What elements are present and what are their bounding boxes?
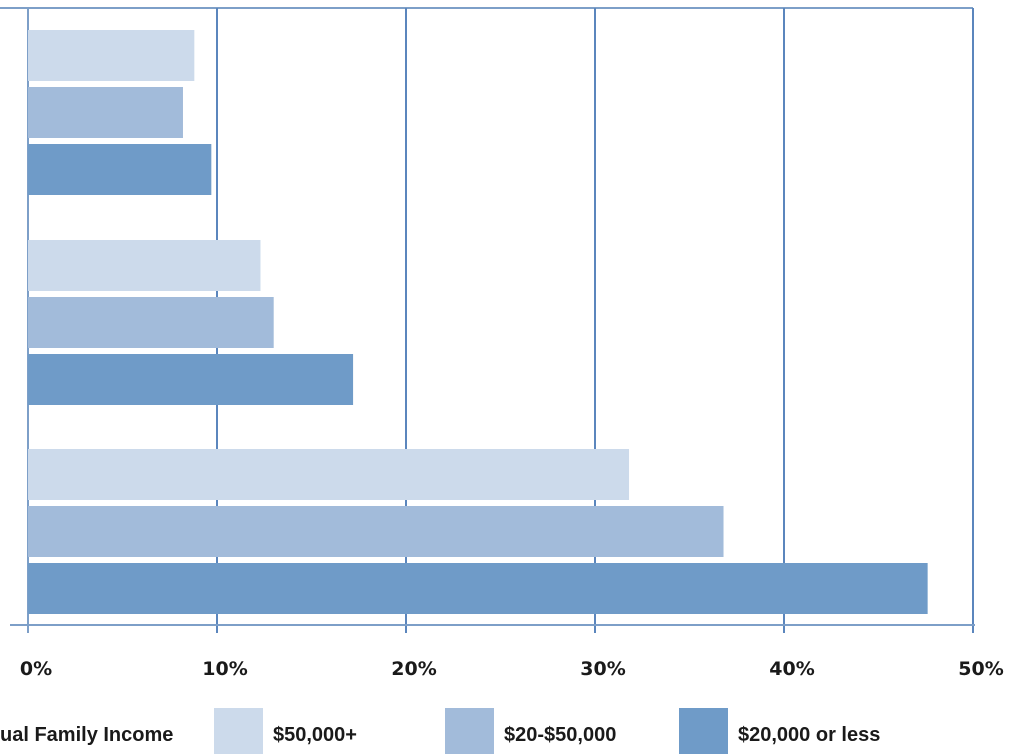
x-tick-labels: 0% 10% 20% 30% 40% 50%: [20, 658, 1004, 680]
legend-label-2: $20-$50,000: [504, 724, 616, 746]
bar-group2-series2: [28, 297, 274, 348]
x-tick-label: 50%: [958, 658, 1003, 680]
bars: [28, 30, 928, 614]
x-tick-label: 10%: [202, 658, 247, 680]
x-tick-label: 20%: [391, 658, 436, 680]
bar-group1-series1: [28, 30, 195, 81]
bar-group3-series2: [28, 506, 724, 557]
legend-title: ual Family Income: [0, 724, 173, 746]
legend-label-3: $20,000 or less: [738, 724, 880, 746]
legend-swatch-2: [445, 708, 494, 754]
legend: ual Family Income $50,000+ $20-$50,000 $20…: [0, 708, 880, 754]
legend-swatch-1: [214, 708, 263, 754]
bar-group2-series1: [28, 240, 261, 291]
bar-group3-series1: [28, 449, 630, 500]
bar-group3-series3: [28, 563, 928, 614]
legend-label-1: $50,000+: [273, 724, 357, 746]
x-tick-label: 30%: [580, 658, 625, 680]
bar-group1-series2: [28, 87, 183, 138]
legend-swatch-3: [679, 708, 728, 754]
bar-group1-series3: [28, 144, 212, 195]
bar-group2-series3: [28, 354, 354, 405]
x-tick-label: 0%: [20, 658, 52, 680]
x-tick-label: 40%: [769, 658, 814, 680]
